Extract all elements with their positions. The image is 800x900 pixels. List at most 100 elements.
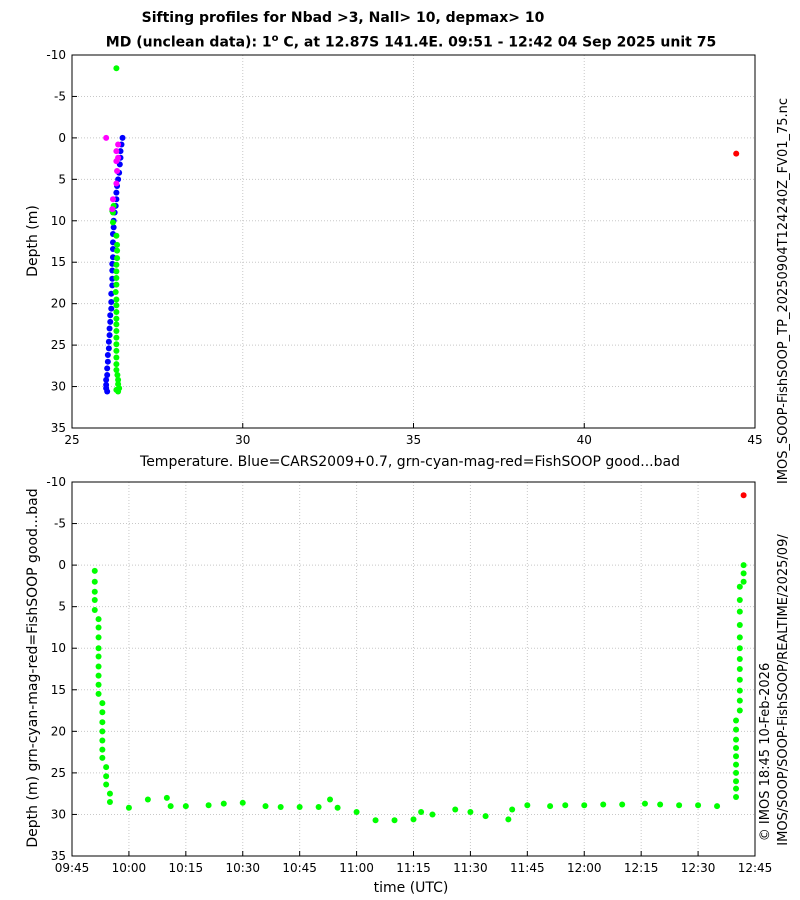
data-point-green [99, 737, 106, 744]
x-tick-label: 09:45 [55, 861, 90, 875]
data-point-green [429, 811, 436, 818]
data-point-blue [119, 134, 126, 141]
data-point-magenta [113, 180, 120, 187]
data-point-green [733, 769, 740, 776]
data-point-green [99, 746, 106, 753]
data-point-green [115, 376, 122, 383]
y-tick-label: 30 [51, 807, 66, 821]
y-tick-label: 35 [51, 849, 66, 863]
data-point-blue [105, 338, 112, 345]
data-point-magenta [109, 196, 116, 203]
data-point-green [95, 653, 102, 660]
data-point-green [619, 801, 626, 808]
data-point-green [524, 802, 531, 809]
data-point-green [95, 663, 102, 670]
data-point-green [113, 302, 120, 309]
data-point-green [547, 803, 554, 810]
x-tick-label: 10:00 [112, 861, 147, 875]
data-point-green [733, 761, 740, 768]
y-tick-label: 0 [58, 558, 66, 572]
data-point-green [113, 308, 120, 315]
data-point-green [114, 255, 121, 262]
data-point-green [205, 802, 212, 809]
data-point-green [114, 241, 121, 248]
y-tick-label: 0 [58, 131, 66, 145]
x-tick-label: 10:15 [169, 861, 204, 875]
data-point-green [113, 341, 120, 348]
data-point-green [736, 597, 743, 604]
data-point-green [144, 796, 151, 803]
data-point-red [740, 492, 747, 499]
data-point-blue [107, 312, 114, 319]
x-tick-label: 30 [235, 433, 250, 447]
x-tick-label: 11:15 [396, 861, 431, 875]
data-point-green [95, 645, 102, 652]
y-tick-label: 25 [51, 766, 66, 780]
data-point-green [736, 608, 743, 615]
data-point-green [509, 806, 516, 813]
y-tick-label: 5 [58, 172, 66, 186]
data-point-green [125, 804, 132, 811]
y-tick-label: -5 [54, 517, 66, 531]
x-tick-label: 10:45 [282, 861, 317, 875]
data-point-green [91, 606, 98, 613]
x-tick-label: 45 [747, 433, 762, 447]
data-point-green [113, 296, 120, 303]
data-point-green [113, 274, 120, 281]
data-point-green [103, 764, 110, 771]
data-point-green [372, 817, 379, 824]
data-point-green [113, 386, 120, 393]
data-point-green [112, 289, 119, 296]
y-tick-label: -10 [46, 475, 66, 489]
y-tick-label: 30 [51, 380, 66, 394]
data-point-red [733, 150, 740, 157]
data-point-green [91, 588, 98, 595]
data-point-green [95, 681, 102, 688]
data-point-green [327, 796, 334, 803]
data-point-green [113, 268, 120, 275]
data-point-magenta [109, 206, 116, 213]
x-tick-label: 12:45 [738, 861, 773, 875]
data-point-green [95, 616, 102, 623]
x-tick-label: 11:45 [510, 861, 545, 875]
data-point-green [95, 634, 102, 641]
plot-frame [71, 54, 756, 429]
data-point-magenta [115, 141, 122, 148]
data-point-green [736, 621, 743, 628]
data-point-blue [106, 332, 113, 339]
data-point-blue [113, 189, 120, 196]
data-point-green [334, 804, 341, 811]
data-point-green [103, 781, 110, 788]
x-axis-label-time: time (UTC) [374, 880, 449, 896]
y-tick-label: -10 [46, 48, 66, 62]
temperature-depth-plot: 25 30 35 40 45 -10 -5 0 5 10 15 20 25 30 35 [46, 48, 762, 447]
degree-superscript: o [271, 33, 279, 44]
data-point-green [736, 583, 743, 590]
data-point-blue [110, 224, 117, 231]
data-point-blue [104, 388, 111, 395]
data-point-green [113, 328, 120, 335]
y-tick-label: 5 [58, 600, 66, 614]
data-point-green [113, 315, 120, 322]
data-point-green [600, 801, 607, 808]
data-point-green [113, 334, 120, 341]
x-tick-label: 35 [406, 433, 421, 447]
data-point-green [91, 597, 98, 604]
data-point-green [736, 645, 743, 652]
data-point-green [109, 219, 116, 226]
y-tick-label: 15 [51, 255, 66, 269]
data-point-green [220, 800, 227, 807]
y-tick-label: 20 [51, 297, 66, 311]
data-point-green [106, 790, 113, 797]
plot-frame [71, 481, 756, 857]
data-point-magenta [113, 158, 120, 165]
data-point-green [736, 656, 743, 663]
data-point-green [167, 803, 174, 810]
data-point-green [733, 744, 740, 751]
data-point-green [581, 802, 588, 809]
data-point-green [315, 803, 322, 810]
data-point-green [95, 672, 102, 679]
data-point-green [99, 728, 106, 735]
y-axis-label-depth-top: Depth (m) [25, 205, 41, 277]
